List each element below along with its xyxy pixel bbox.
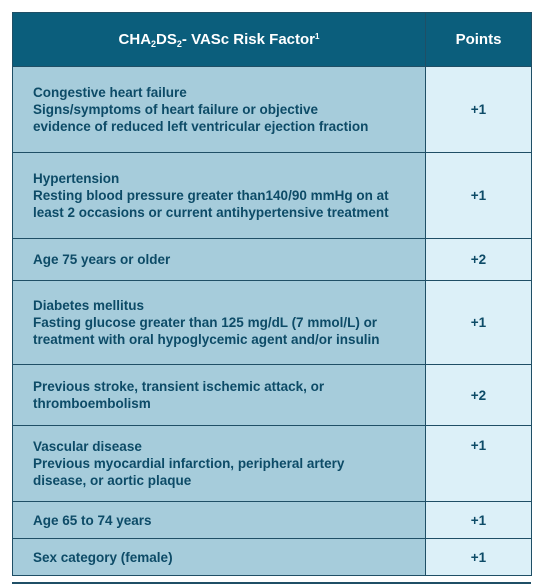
table-row: Previous stroke, transient ischemic atta… <box>12 364 532 426</box>
table-row: Congestive heart failure Signs/symptoms … <box>12 66 532 153</box>
points-cell: +2 <box>425 238 532 281</box>
points-cell: +1 <box>425 66 532 153</box>
risk-factor-detail: Resting blood pressure greater than140/9… <box>33 188 389 203</box>
risk-factor-cell: Vascular disease Previous myocardial inf… <box>12 425 426 502</box>
risk-factor-cell: Age 65 to 74 years <box>12 501 426 539</box>
risk-factor-cell: Previous stroke, transient ischemic atta… <box>12 364 426 426</box>
header-subscript-1: 2 <box>151 39 157 49</box>
risk-factor-title: Vascular disease <box>33 439 142 454</box>
risk-factor-title: Hypertension <box>33 171 120 186</box>
risk-factor-title-continued: thromboembolism <box>33 396 151 411</box>
table-row: Hypertension Resting blood pressure grea… <box>12 152 532 239</box>
risk-factor-cell: Sex category (female) <box>12 538 426 576</box>
points-value: +1 <box>470 102 487 117</box>
points-column-header: Points <box>425 12 532 67</box>
points-value: +1 <box>470 188 487 203</box>
risk-factor-column-header: CHA2DS2- VASc Risk Factor1 <box>12 12 426 67</box>
points-cell: +1 <box>425 538 532 576</box>
table-row: Diabetes mellitus Fasting glucose greate… <box>12 280 532 365</box>
points-cell: +2 <box>425 364 532 426</box>
risk-factor-cell: Congestive heart failure Signs/symptoms … <box>12 66 426 153</box>
risk-factor-title: Age 75 years or older <box>33 252 171 267</box>
points-value: +1 <box>470 549 487 565</box>
points-value: +1 <box>470 512 487 528</box>
table-row: Sex category (female) +1 <box>12 538 532 576</box>
risk-factor-detail: treatment with oral hypoglycemic agent a… <box>33 332 380 347</box>
risk-factor-detail: Fasting glucose greater than 125 mg/dL (… <box>33 315 378 330</box>
risk-factor-detail: disease, or aortic plaque <box>33 473 192 488</box>
risk-factor-detail: evidence of reduced left ventricular eje… <box>33 119 369 134</box>
points-cell: +1 <box>425 425 532 502</box>
risk-factor-cell: Hypertension Resting blood pressure grea… <box>12 152 426 239</box>
risk-factor-detail: Previous myocardial infarction, peripher… <box>33 456 345 471</box>
header-part-3: - VASc Risk Factor <box>181 31 316 48</box>
risk-factor-detail: least 2 occasions or current antihyperte… <box>33 205 389 220</box>
header-part-2: DS <box>156 31 177 48</box>
risk-factor-title: Diabetes mellitus <box>33 298 145 313</box>
risk-factor-title: Age 65 to 74 years <box>33 512 152 528</box>
risk-factor-title: Sex category (female) <box>33 549 173 565</box>
risk-factor-detail: Signs/symptoms of heart failure or objec… <box>33 102 319 117</box>
risk-factor-cell: Diabetes mellitus Fasting glucose greate… <box>12 280 426 365</box>
table-row: Age 75 years or older +2 <box>12 238 532 281</box>
table-header-row: CHA2DS2- VASc Risk Factor1 Points <box>12 12 532 67</box>
risk-factor-title: Previous stroke, transient ischemic atta… <box>33 379 325 394</box>
points-value: +1 <box>470 315 487 330</box>
header-part-1: CHA <box>118 31 152 48</box>
points-value: +2 <box>470 387 487 403</box>
footnote-marker: 1 <box>315 32 320 41</box>
table-row: Vascular disease Previous myocardial inf… <box>12 425 532 502</box>
bottom-divider <box>12 582 531 584</box>
risk-factor-cell: Age 75 years or older <box>12 238 426 281</box>
points-cell: +1 <box>425 501 532 539</box>
risk-factor-title: Congestive heart failure <box>33 85 187 100</box>
table-row: Age 65 to 74 years +1 <box>12 501 532 539</box>
points-cell: +1 <box>425 152 532 239</box>
header-subscript-2: 2 <box>176 39 182 49</box>
points-cell: +1 <box>425 280 532 365</box>
points-value: +1 <box>470 438 487 453</box>
risk-factor-table: CHA2DS2- VASc Risk Factor1 Points Conges… <box>12 12 532 576</box>
points-value: +2 <box>470 252 487 267</box>
